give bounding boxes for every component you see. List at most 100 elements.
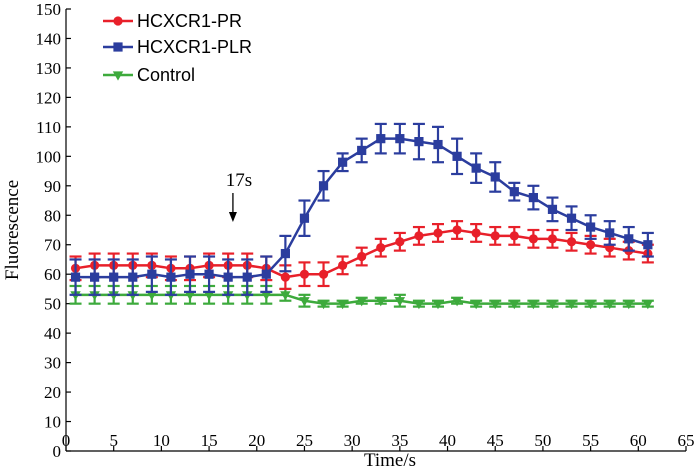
data-point	[261, 269, 271, 279]
annotation: 17s	[226, 170, 252, 222]
data-point	[528, 192, 538, 203]
data-point	[432, 300, 444, 310]
data-point	[357, 251, 367, 262]
data-point	[470, 300, 482, 310]
data-point	[643, 240, 653, 250]
legend-marker-shape	[112, 71, 124, 81]
legend: HCXCR1-PR HCXCR1-PLR Control	[103, 11, 252, 85]
x-tick-label: 50	[534, 431, 551, 450]
data-point	[338, 157, 348, 167]
data-point	[280, 248, 290, 259]
legend-entry: HCXCR1-PR	[103, 11, 242, 31]
x-tick-label: 30	[344, 431, 361, 450]
data-point	[433, 139, 443, 150]
data-point	[395, 237, 405, 247]
data-point	[509, 231, 519, 241]
y-tick-label: 140	[36, 29, 62, 48]
y-tick-label: 20	[44, 383, 61, 402]
data-point	[299, 269, 310, 279]
legend-label: Control	[137, 65, 195, 85]
data-point	[451, 297, 463, 307]
y-tick-label: 30	[44, 354, 61, 373]
data-point	[184, 291, 196, 301]
data-point	[318, 269, 329, 279]
data-point	[490, 172, 500, 182]
annotation-arrow-head	[228, 212, 237, 222]
data-point	[147, 269, 157, 279]
data-point	[261, 291, 272, 301]
x-tick-label: 35	[391, 431, 408, 450]
x-tick-label: 10	[153, 431, 170, 450]
data-point	[146, 291, 158, 301]
x-tick-label: 55	[582, 431, 599, 450]
data-point	[223, 272, 233, 282]
data-point	[185, 269, 195, 279]
data-point	[509, 300, 520, 310]
data-point	[490, 231, 500, 241]
legend-entry: HCXCR1-PLR	[103, 37, 252, 57]
data-point	[375, 297, 386, 307]
y-tick-label: 40	[44, 324, 61, 343]
data-point	[566, 300, 577, 310]
data-point	[586, 240, 596, 250]
series-layer	[69, 122, 654, 310]
data-point	[318, 181, 329, 191]
series-HCXCR1-PLR	[69, 122, 654, 296]
x-tick-label: 60	[630, 431, 647, 450]
data-point	[204, 269, 214, 279]
data-point	[471, 228, 481, 238]
y-tick-label: 50	[44, 295, 61, 314]
data-point	[394, 297, 406, 307]
data-point	[471, 163, 481, 173]
data-point	[452, 225, 462, 235]
data-point	[357, 145, 367, 156]
data-point	[604, 300, 615, 310]
data-point	[203, 291, 215, 301]
y-tick-label: 130	[36, 59, 62, 78]
data-point	[318, 300, 329, 310]
data-point	[280, 272, 290, 282]
y-tick-label: 120	[36, 88, 62, 107]
data-point	[605, 228, 615, 238]
data-point	[70, 272, 81, 282]
legend-marker	[113, 16, 123, 26]
data-point	[376, 134, 386, 144]
x-tick-label: 45	[487, 431, 504, 450]
x-tick-label: 20	[248, 431, 265, 450]
data-point	[299, 213, 310, 223]
data-point	[109, 272, 119, 282]
series-HCXCR1-PR	[69, 220, 654, 291]
x-tick-label: 15	[201, 431, 218, 450]
y-tick-label: 10	[44, 413, 61, 432]
legend-marker	[113, 42, 123, 52]
data-point	[585, 300, 596, 310]
x-axis-title: Time/s	[364, 450, 416, 469]
y-tick-label: 110	[36, 118, 61, 137]
data-point	[566, 237, 577, 247]
x-tick-label: 25	[296, 431, 313, 450]
data-point	[338, 260, 348, 270]
data-point	[337, 300, 348, 310]
data-point	[528, 300, 539, 310]
data-point	[395, 134, 405, 144]
data-point	[413, 300, 425, 310]
legend-label: HCXCR1-PR	[137, 11, 242, 31]
legend-marker	[112, 71, 124, 81]
data-point	[280, 291, 291, 301]
y-tick-label: 100	[36, 147, 62, 166]
data-point	[414, 137, 424, 147]
data-point	[356, 297, 367, 307]
y-tick-label: 90	[44, 177, 61, 196]
data-point	[586, 222, 596, 232]
data-point	[242, 272, 252, 282]
x-tick-label: 5	[109, 431, 118, 450]
data-point	[547, 204, 558, 214]
annotation-label: 17s	[226, 170, 252, 191]
legend-entry: Control	[103, 65, 195, 85]
data-point	[624, 234, 634, 244]
data-point	[566, 213, 577, 223]
data-point	[90, 272, 100, 282]
y-tick-label: 150	[36, 0, 62, 19]
